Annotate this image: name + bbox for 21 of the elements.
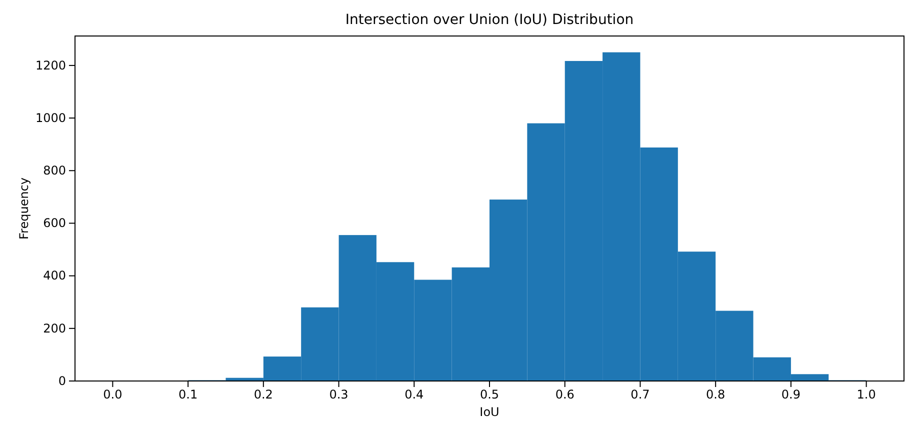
x-tick-label: 0.3 <box>329 388 348 402</box>
x-tick-label: 0.5 <box>480 388 500 402</box>
y-tick-label: 1200 <box>35 58 66 72</box>
chart-title: Intersection over Union (IoU) Distribution <box>345 12 634 28</box>
y-axis-title: Frequency <box>17 178 31 240</box>
x-tick-label: 0.6 <box>555 388 574 402</box>
x-tick-label: 0.1 <box>178 388 198 402</box>
y-tick-label: 0 <box>58 374 66 388</box>
x-tick-label: 0.9 <box>781 388 800 402</box>
x-axis-title: IoU <box>480 405 500 419</box>
y-tick-label: 1000 <box>35 110 66 125</box>
y-tick-label: 400 <box>43 268 66 283</box>
x-tick-label: 0.0 <box>103 388 122 402</box>
x-tick-label: 1.0 <box>856 388 876 402</box>
x-tick-label: 0.2 <box>254 388 273 402</box>
x-tick-label: 0.8 <box>706 388 726 402</box>
x-tick-label: 0.7 <box>630 388 650 402</box>
y-tick-label: 800 <box>43 163 66 178</box>
y-tick-label: 600 <box>43 216 66 230</box>
x-tick-label: 0.4 <box>404 388 424 402</box>
y-tick-label: 200 <box>43 321 66 336</box>
